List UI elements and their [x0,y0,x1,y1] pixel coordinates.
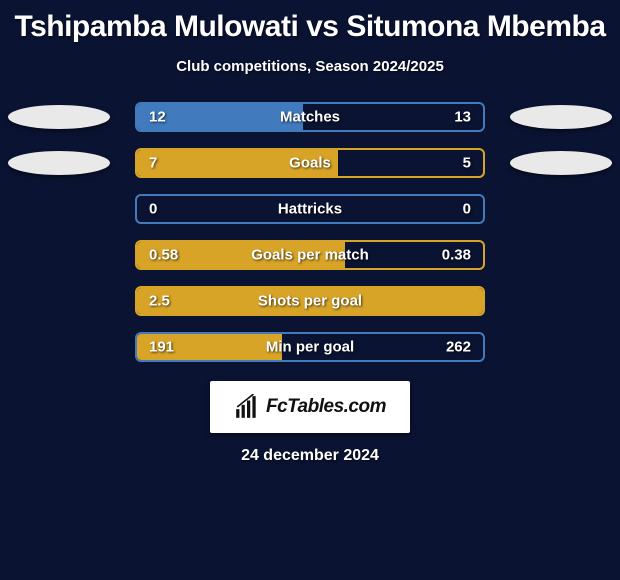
stat-row: 2.5 Shots per goal [0,285,620,317]
page-subtitle: Club competitions, Season 2024/2025 [176,58,444,75]
stat-row: 0.58 0.38 Goals per match [0,239,620,271]
stat-left-value: 191 [149,339,174,356]
stat-row: 0 0 Hattricks [0,193,620,225]
stat-bar: 191 262 Min per goal [135,332,485,362]
logo-box: FcTables.com [210,381,410,433]
stat-bar: 2.5 Shots per goal [135,286,485,316]
stat-label: Min per goal [266,339,354,356]
stat-left-value: 0 [149,201,157,218]
stat-right-value: 13 [454,109,471,126]
logo-text: FcTables.com [266,396,386,418]
player-ellipse-left [8,151,110,175]
stat-left-value: 2.5 [149,293,170,310]
stat-row: 12 13 Matches [0,101,620,133]
stat-bar: 0.58 0.38 Goals per match [135,240,485,270]
stat-right-value: 0 [463,201,471,218]
player-ellipse-right [510,105,612,129]
stat-label: Goals per match [251,247,369,264]
stat-row: 191 262 Min per goal [0,331,620,363]
stat-right-value: 5 [463,155,471,172]
stat-bar: 0 0 Hattricks [135,194,485,224]
chart-icon [234,394,260,420]
comparison-infographic: Tshipamba Mulowati vs Situmona Mbemba Cl… [0,0,620,580]
stat-left-value: 7 [149,155,157,172]
stat-label: Hattricks [278,201,342,218]
stat-bar: 12 13 Matches [135,102,485,132]
stat-left-value: 12 [149,109,166,126]
stat-right-value: 0.38 [442,247,471,264]
stat-right-value: 262 [446,339,471,356]
player-ellipse-right [510,151,612,175]
page-title: Tshipamba Mulowati vs Situmona Mbemba [14,10,605,44]
stat-rows: 12 13 Matches 7 5 Goals 0 0 Hattricks 0.58 0.38 Goa… [0,101,620,363]
player-ellipse-left [8,105,110,129]
date-text: 24 december 2024 [241,447,379,465]
stat-label: Matches [280,109,340,126]
stat-row: 7 5 Goals [0,147,620,179]
stat-label: Goals [289,155,331,172]
stat-bar: 7 5 Goals [135,148,485,178]
stat-left-value: 0.58 [149,247,178,264]
stat-label: Shots per goal [258,293,362,310]
